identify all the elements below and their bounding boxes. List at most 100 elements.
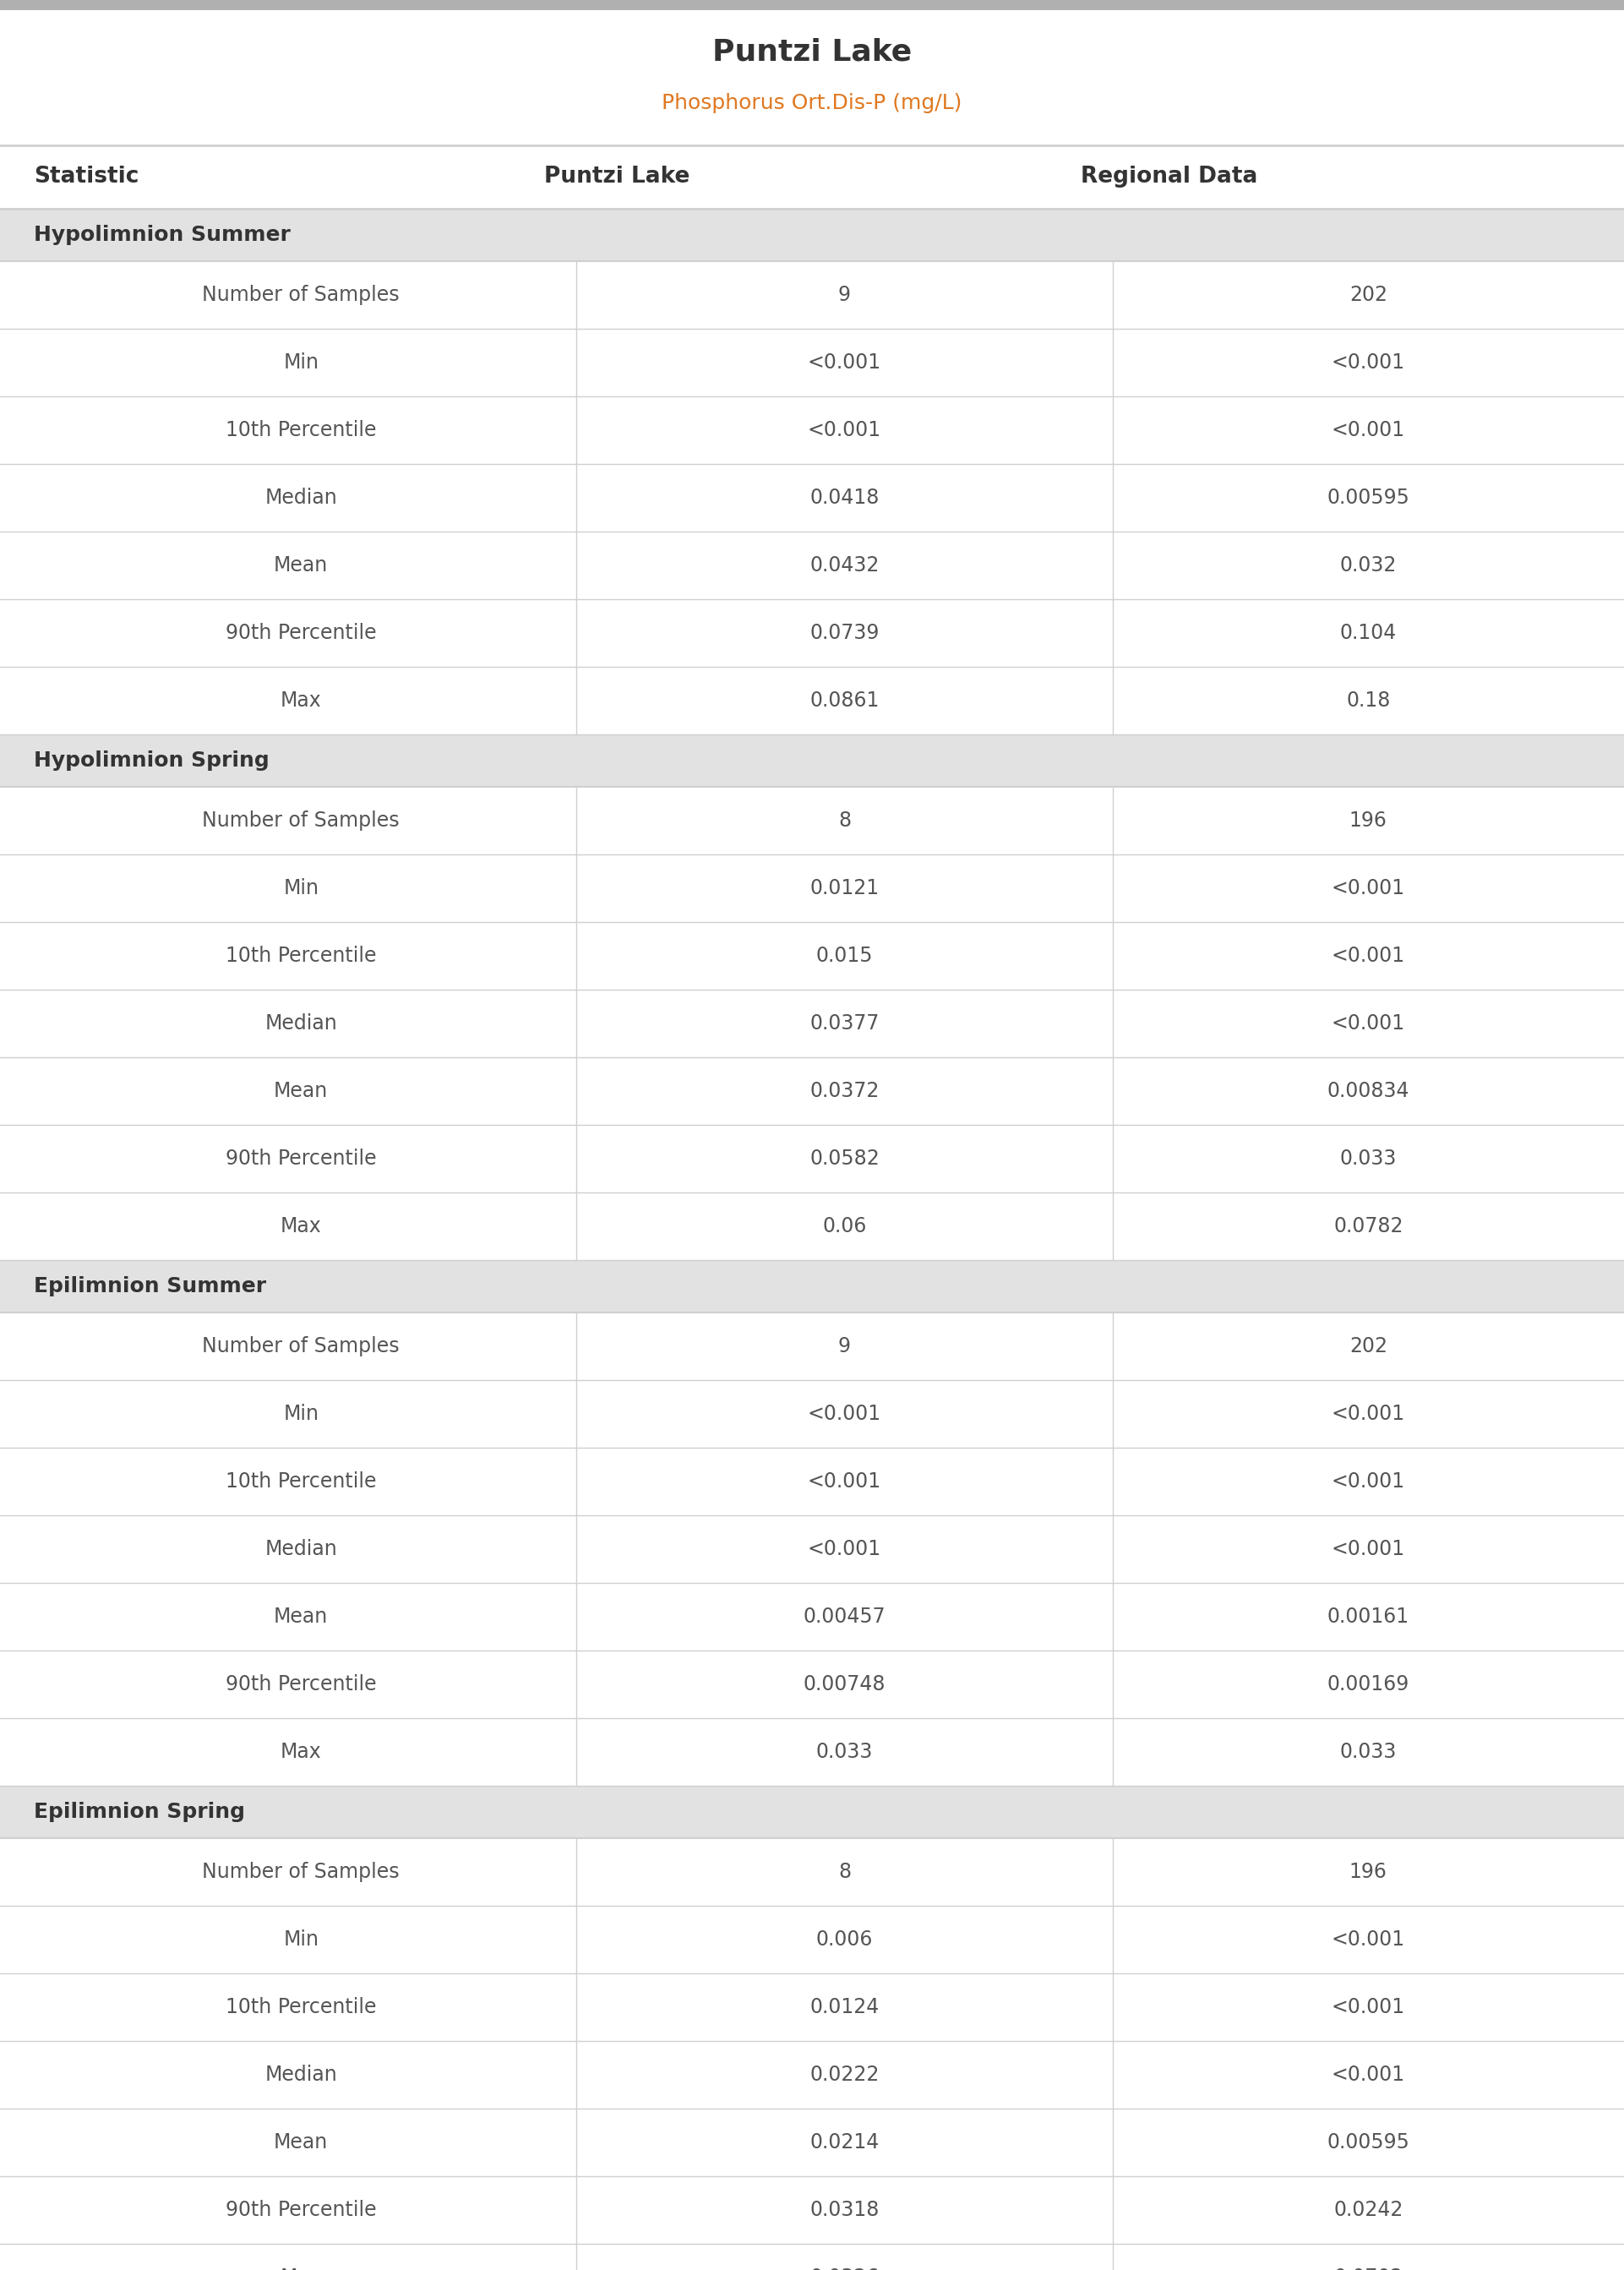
Text: <0.001: <0.001: [1332, 947, 1405, 967]
Text: Mean: Mean: [274, 2132, 328, 2152]
Text: <0.001: <0.001: [1332, 420, 1405, 440]
Text: 202: 202: [1350, 284, 1387, 304]
Text: 9: 9: [838, 1337, 851, 1357]
Text: 8: 8: [838, 1861, 851, 1882]
Text: 0.00595: 0.00595: [1327, 2132, 1410, 2152]
Text: 0.0326: 0.0326: [810, 2268, 879, 2270]
Text: <0.001: <0.001: [1332, 2066, 1405, 2084]
Text: 90th Percentile: 90th Percentile: [226, 622, 377, 642]
Bar: [0, 788, 1624, 854]
Bar: [0, 1058, 1624, 1126]
Text: <0.001: <0.001: [1332, 1012, 1405, 1033]
Bar: [0, 1786, 1624, 1839]
Text: 0.0739: 0.0739: [810, 622, 879, 642]
Text: 196: 196: [1350, 810, 1387, 831]
Text: 0.033: 0.033: [815, 1741, 874, 1762]
Bar: [0, 1126, 1624, 1192]
Text: 0.0121: 0.0121: [810, 878, 879, 899]
Text: <0.001: <0.001: [807, 1471, 882, 1491]
Text: <0.001: <0.001: [1332, 1930, 1405, 1950]
Bar: [0, 599, 1624, 667]
Text: 9: 9: [838, 284, 851, 304]
Text: 0.032: 0.032: [1340, 556, 1397, 577]
Bar: [0, 9, 1624, 145]
Bar: [0, 1582, 1624, 1650]
Bar: [0, 1907, 1624, 1973]
Text: 0.06: 0.06: [822, 1217, 867, 1237]
Text: 0.0214: 0.0214: [810, 2132, 879, 2152]
Bar: [0, 531, 1624, 599]
Text: 0.00169: 0.00169: [1327, 1675, 1410, 1693]
Text: Puntzi Lake: Puntzi Lake: [544, 166, 690, 188]
Bar: [0, 667, 1624, 735]
Text: 0.00457: 0.00457: [804, 1607, 885, 1628]
Text: Hypolimnion Summer: Hypolimnion Summer: [34, 225, 291, 245]
Bar: [0, 1839, 1624, 1907]
Text: 196: 196: [1350, 1861, 1387, 1882]
Bar: [0, 329, 1624, 397]
Bar: [0, 1973, 1624, 2041]
Text: 0.0222: 0.0222: [810, 2066, 879, 2084]
Text: 0.0372: 0.0372: [810, 1081, 879, 1101]
Text: 0.18: 0.18: [1346, 690, 1390, 711]
Text: Median: Median: [265, 488, 338, 508]
Text: Number of Samples: Number of Samples: [203, 1337, 400, 1357]
Text: 0.104: 0.104: [1340, 622, 1397, 642]
Bar: [0, 261, 1624, 329]
Text: Hypolimnion Spring: Hypolimnion Spring: [34, 751, 270, 772]
Text: 0.00748: 0.00748: [804, 1675, 885, 1693]
Text: 10th Percentile: 10th Percentile: [226, 1998, 377, 2018]
Text: 0.0432: 0.0432: [810, 556, 879, 577]
Text: Regional Data: Regional Data: [1082, 166, 1257, 188]
Text: <0.001: <0.001: [1332, 1539, 1405, 1559]
Text: Median: Median: [265, 2066, 338, 2084]
Bar: [0, 1650, 1624, 1718]
Text: Number of Samples: Number of Samples: [203, 284, 400, 304]
Bar: [0, 463, 1624, 531]
Text: 0.0782: 0.0782: [1333, 1217, 1403, 1237]
Bar: [0, 2109, 1624, 2177]
Bar: [0, 1312, 1624, 1380]
Bar: [0, 2177, 1624, 2243]
Text: Max: Max: [281, 1741, 322, 1762]
Bar: [0, 1516, 1624, 1582]
Bar: [0, 1260, 1624, 1312]
Text: <0.001: <0.001: [1332, 1403, 1405, 1423]
Text: <0.001: <0.001: [807, 1539, 882, 1559]
Text: 10th Percentile: 10th Percentile: [226, 1471, 377, 1491]
Bar: [0, 735, 1624, 788]
Text: 0.0582: 0.0582: [809, 1149, 880, 1169]
Text: 0.0702: 0.0702: [1333, 2268, 1403, 2270]
Text: 0.00834: 0.00834: [1327, 1081, 1410, 1101]
Text: 0.0377: 0.0377: [810, 1012, 879, 1033]
Bar: [0, 1448, 1624, 1516]
Bar: [0, 0, 1624, 9]
Bar: [0, 2041, 1624, 2109]
Text: Min: Min: [283, 1930, 318, 1950]
Text: 0.015: 0.015: [815, 947, 874, 967]
Bar: [0, 1718, 1624, 1786]
Text: <0.001: <0.001: [1332, 1998, 1405, 2018]
Text: Max: Max: [281, 690, 322, 711]
Bar: [0, 990, 1624, 1058]
Bar: [0, 1380, 1624, 1448]
Text: <0.001: <0.001: [807, 420, 882, 440]
Text: 0.0861: 0.0861: [810, 690, 879, 711]
Text: Puntzi Lake: Puntzi Lake: [713, 39, 911, 66]
Text: Median: Median: [265, 1012, 338, 1033]
Bar: [0, 2243, 1624, 2270]
Bar: [0, 209, 1624, 261]
Text: <0.001: <0.001: [1332, 352, 1405, 372]
Text: 0.00595: 0.00595: [1327, 488, 1410, 508]
Text: Number of Samples: Number of Samples: [203, 1861, 400, 1882]
Text: Epilimnion Spring: Epilimnion Spring: [34, 1802, 245, 1823]
Text: Mean: Mean: [274, 1607, 328, 1628]
Text: 10th Percentile: 10th Percentile: [226, 420, 377, 440]
Text: Max: Max: [281, 2268, 322, 2270]
Bar: [0, 854, 1624, 922]
Text: <0.001: <0.001: [1332, 878, 1405, 899]
Bar: [0, 1192, 1624, 1260]
Text: 0.0318: 0.0318: [810, 2200, 879, 2220]
Text: 0.0242: 0.0242: [1333, 2200, 1403, 2220]
Text: Median: Median: [265, 1539, 338, 1559]
